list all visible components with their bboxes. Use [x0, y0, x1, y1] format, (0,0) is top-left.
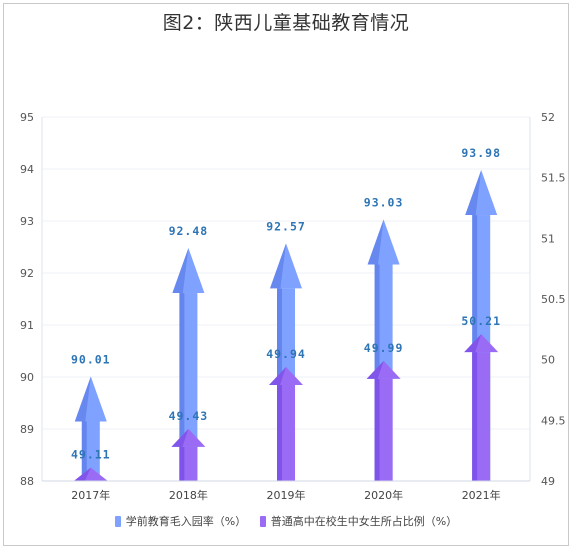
y-right-tick-label: 49.5: [541, 414, 566, 427]
girls-ratio-arrow: [171, 428, 206, 481]
enrollment-data-label: 93.98: [461, 146, 501, 160]
y-right-tick-label: 50: [541, 354, 555, 367]
enrollment-arrow-head-shade: [172, 248, 189, 294]
y-right-tick-label: 49: [541, 475, 555, 488]
y-left-tick-label: 94: [20, 163, 34, 176]
legend: 学前教育毛入园率（%） 普通高中在校生中女生所占比例（%）: [0, 513, 572, 530]
girls-ratio-arrow: [269, 366, 303, 481]
x-tick-label: 2019年: [267, 488, 306, 502]
x-tick-label: 2017年: [71, 488, 110, 502]
girls-ratio-data-label: 49.43: [169, 409, 209, 423]
legend-item-girls-ratio[interactable]: 普通高中在校生中女生所占比例（%）: [259, 513, 458, 529]
enrollment-arrow-head-shade: [74, 376, 91, 422]
girls-ratio-arrow-shaft-shade: [374, 378, 380, 481]
girls-ratio-arrow: [464, 334, 499, 481]
enrollment-arrow-head-shade: [270, 243, 286, 289]
x-axis: 2017年 2018年 2019年 2020年 2021年: [41, 117, 531, 502]
girls-ratio-data-label: 49.99: [364, 341, 404, 355]
y-left-tick-label: 90: [20, 371, 34, 384]
girls-ratio-arrow-shaft-shade: [472, 352, 478, 481]
enrollment-arrow-head-shade: [367, 219, 384, 265]
girls-ratio-arrow-head-shade: [464, 334, 482, 353]
chart-title: 图2：陕西儿童基础教育情况: [162, 12, 410, 34]
y-right-tick-label: 52: [541, 111, 555, 124]
y-right-tick-label: 51: [541, 232, 555, 245]
girls-ratio-arrow-head-shade: [366, 360, 384, 379]
enrollment-arrow-shaft-shade: [179, 293, 185, 481]
legend-label-girls-ratio: 普通高中在校生中女生所占比例（%）: [270, 515, 458, 528]
y-left-tick-label: 95: [20, 111, 34, 124]
y-left-tick-label: 91: [20, 319, 34, 332]
series-girls-ratio-arrows: [73, 334, 499, 481]
girls-ratio-arrow: [73, 467, 108, 481]
y-right-tick-label: 51.5: [541, 172, 566, 185]
enrollment-arrow: [74, 376, 107, 481]
girls-ratio-arrow-shaft-shade: [277, 384, 282, 481]
girls-ratio-arrow-head-shade: [269, 366, 286, 385]
girls-ratio-arrow-shaft-shade: [179, 446, 185, 481]
enrollment-data-label: 93.03: [364, 195, 404, 209]
data-labels: 90.01 92.48 92.57 93.03 93.98 49.11 49.43 49.94…: [71, 146, 501, 462]
girls-ratio-data-label: 49.94: [266, 347, 306, 361]
enrollment-data-label: 92.57: [266, 219, 306, 233]
y-left-tick-label: 89: [20, 423, 34, 436]
enrollment-arrow-shaft-shade: [81, 421, 87, 481]
y-right-tick-label: 50.5: [541, 293, 566, 306]
girls-ratio-data-label: 49.11: [71, 448, 111, 462]
legend-swatch-girls-ratio: [259, 515, 266, 527]
enrollment-data-label: 90.01: [71, 352, 111, 366]
girls-ratio-data-label: 50.21: [461, 314, 501, 328]
y-left-tick-label: 92: [20, 267, 34, 280]
y-left-tick-label: 88: [20, 475, 34, 488]
y-axis-right: 49 49.5 50 50.5 51 51.5 52: [541, 111, 566, 488]
enrollment-arrow-head-shade: [465, 170, 482, 216]
girls-ratio-arrow: [366, 360, 401, 481]
girls-ratio-arrow-head-shade: [171, 428, 189, 447]
enrollment-data-label: 92.48: [169, 224, 209, 238]
y-left-tick-label: 93: [20, 215, 34, 228]
y-axis-left: 88 89 90 91 92 93 94 95: [20, 111, 34, 488]
girls-ratio-arrow-head-shade: [73, 467, 91, 481]
legend-label-enrollment: 学前教育毛入园率（%）: [125, 515, 247, 528]
x-tick-label: 2018年: [169, 488, 208, 502]
legend-item-enrollment[interactable]: 学前教育毛入园率（%）: [114, 513, 247, 529]
x-tick-label: 2020年: [364, 488, 403, 502]
legend-swatch-enrollment: [114, 515, 121, 527]
x-tick-label: 2021年: [462, 488, 501, 502]
